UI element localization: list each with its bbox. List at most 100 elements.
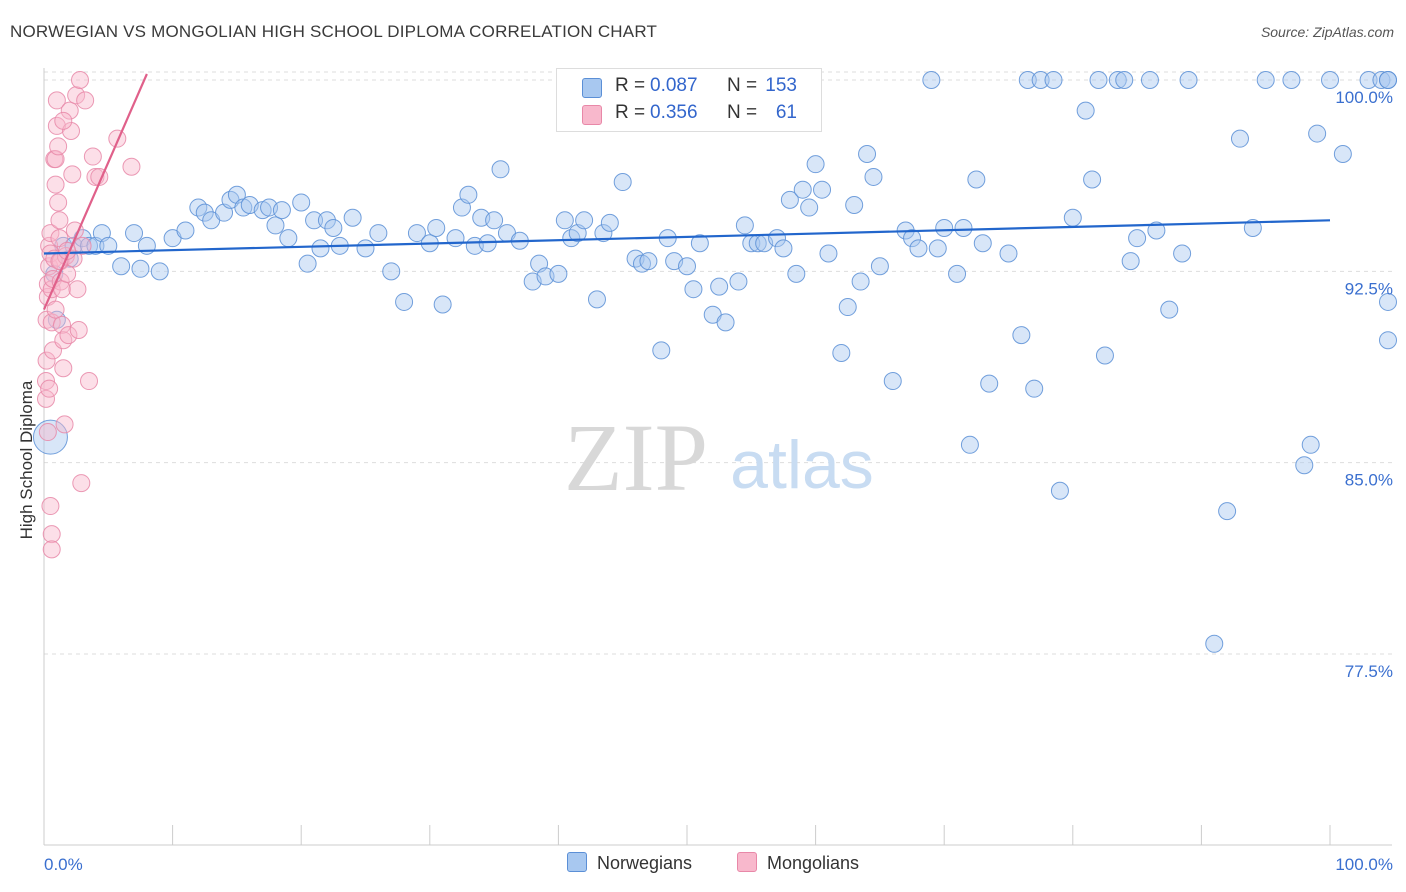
mongolians-legend-label: Mongolians (767, 853, 860, 873)
norwegians-r-label: R = (615, 75, 646, 96)
norwegian-point (195, 203, 214, 222)
norwegian-point (150, 262, 169, 281)
norwegian-point (369, 224, 388, 243)
mongolian-point (54, 331, 73, 350)
norwegian-point (324, 218, 343, 237)
norwegian-point (80, 236, 99, 255)
norwegian-point (639, 252, 658, 271)
norwegian-point (1256, 71, 1275, 89)
norwegian-point (356, 239, 375, 258)
norwegian-point (1076, 101, 1095, 120)
norwegian-point (1121, 252, 1140, 271)
norwegian-point (1012, 326, 1031, 345)
norwegian-point (1379, 71, 1397, 89)
y-tick-label: 77.5% (1345, 662, 1393, 681)
mongolian-point (42, 540, 61, 559)
norwegian-point (1359, 71, 1378, 89)
norwegian-point (858, 144, 877, 163)
norwegian-point (1379, 292, 1397, 311)
mongolian-point (59, 326, 78, 345)
norwegians-swatch (582, 78, 602, 98)
norwegian-point (125, 224, 144, 243)
norwegian-point (1301, 435, 1320, 454)
norwegian-point (864, 167, 883, 186)
mongolian-point (40, 379, 59, 398)
mongolian-point (50, 211, 69, 230)
norwegian-point (1173, 244, 1192, 263)
norwegian-point (1018, 71, 1037, 89)
y-tick-label: 85.0% (1345, 471, 1393, 490)
norwegian-point (600, 213, 619, 232)
norwegian-point (427, 218, 446, 237)
x-tick-label-max: 100.0% (1335, 855, 1393, 874)
mongolians-swatch (582, 105, 602, 125)
norwegians-r-value: 0.087 (650, 75, 698, 96)
stats-legend: R = 0.087 N = 153 R = 0.356 N = 61 (556, 68, 822, 132)
norwegian-point (272, 201, 291, 220)
norwegian-point (735, 216, 754, 235)
mongolian-point (72, 474, 91, 493)
norwegians-n-value: 153 (765, 75, 797, 96)
mongolians-legend-swatch (737, 852, 757, 872)
norwegian-point (382, 262, 401, 281)
norwegian-point (999, 244, 1018, 263)
norwegian-point (883, 372, 902, 391)
norwegian-point (1128, 229, 1147, 248)
mongolian-point (76, 91, 95, 110)
norwegian-point (1218, 502, 1237, 521)
bottom-legend-mongolians[interactable]: Mongolians (737, 852, 859, 874)
norwegian-point (845, 196, 864, 215)
norwegian-point (1295, 456, 1314, 475)
norwegian-point (903, 229, 922, 248)
norwegian-point (1308, 124, 1327, 143)
mongolian-point (68, 280, 87, 299)
norwegian-point (710, 277, 729, 296)
norwegian-point (652, 341, 671, 360)
norwegian-point (806, 155, 825, 174)
mongolian-point (60, 101, 79, 120)
norwegian-point (555, 211, 574, 230)
mongolian-point (63, 165, 82, 184)
mongolian-point (38, 423, 57, 442)
norwegian-point (973, 234, 992, 253)
mongolian-point (41, 224, 60, 243)
norwegian-point (1160, 300, 1179, 319)
norwegian-point (549, 264, 568, 283)
norwegian-point (491, 160, 510, 179)
grid-layer (44, 71, 1392, 655)
norwegian-point (780, 190, 799, 209)
mongolian-point (46, 300, 65, 319)
norwegian-point (298, 254, 317, 273)
watermark-atlas: atlas (730, 427, 874, 503)
norwegian-point (716, 313, 735, 332)
mongolian-point (37, 351, 56, 370)
norwegian-point (729, 272, 748, 291)
norwegian-point (266, 216, 285, 235)
norwegian-point (922, 71, 941, 89)
mongolian-point (71, 71, 90, 89)
mongolian-point (49, 193, 68, 212)
norwegian-point (1372, 71, 1391, 89)
source-label: Source: ZipAtlas.com (1260, 24, 1394, 40)
legend-row-norwegians: R = 0.087 N = 153 (557, 73, 821, 101)
mongolian-point (46, 175, 65, 194)
norwegian-point (1063, 208, 1082, 227)
y-axis-title-wrap: High School Diploma (10, 360, 44, 560)
norwegian-point (292, 193, 311, 212)
norwegian-point (446, 229, 465, 248)
bottom-legend-norwegians[interactable]: Norwegians (567, 852, 692, 874)
norwegian-point (1230, 129, 1249, 148)
norwegian-point (1031, 71, 1050, 89)
norwegians-n-label: N = (727, 75, 758, 96)
norwegian-point (587, 290, 606, 309)
norwegian-point (954, 218, 973, 237)
norwegian-point (613, 173, 632, 192)
mongolian-point (37, 389, 55, 408)
mongolians-r-value: 0.356 (650, 102, 698, 123)
norwegian-point (838, 298, 857, 317)
mongolian-point (54, 359, 73, 378)
norwegian-point (1044, 71, 1063, 89)
mongolians-trend-line (42, 73, 148, 311)
norwegian-point (1333, 144, 1352, 163)
